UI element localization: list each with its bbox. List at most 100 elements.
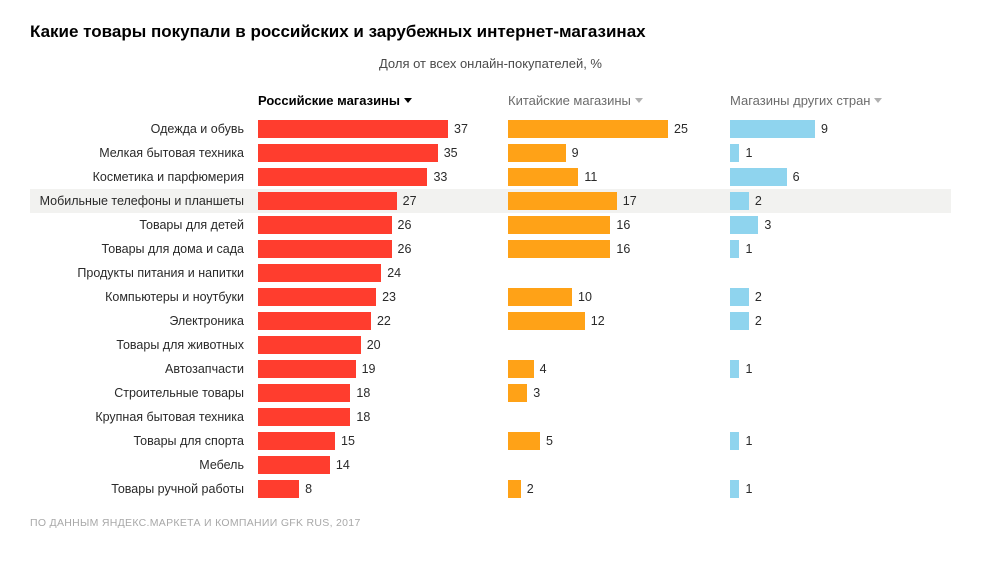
bar-value: 20 [367, 338, 381, 352]
bar-value: 16 [616, 242, 630, 256]
bar [258, 312, 371, 330]
table-row: Крупная бытовая техника 18 [30, 405, 951, 429]
category-label: Мобильные телефоны и планшеты [30, 194, 258, 208]
bar-cell [730, 261, 940, 285]
bar-cell: 8 [258, 477, 508, 501]
bar [258, 288, 376, 306]
bar-value: 5 [546, 434, 553, 448]
bar [508, 144, 566, 162]
category-label: Мелкая бытовая техника [30, 146, 258, 160]
category-label: Строительные товары [30, 386, 258, 400]
col-header-chinese[interactable]: Китайские магазины [508, 93, 730, 108]
bar-cell [508, 405, 730, 429]
bar-cell: 18 [258, 381, 508, 405]
table-row: Компьютеры и ноутбуки23102 [30, 285, 951, 309]
bar-value: 1 [745, 482, 752, 496]
table-row: Автозапчасти1941 [30, 357, 951, 381]
chevron-down-icon [874, 98, 882, 103]
bar [508, 360, 534, 378]
bar [508, 168, 578, 186]
table-row: Товары для дома и сада26161 [30, 237, 951, 261]
bar-chart: Российские магазины Китайские магазины М… [30, 87, 951, 501]
chart-rows: Одежда и обувь37259Мелкая бытовая техник… [30, 117, 951, 501]
chart-subtitle: Доля от всех онлайн-покупателей, % [30, 56, 951, 71]
bar [258, 456, 330, 474]
bar [508, 120, 668, 138]
bar-value: 19 [362, 362, 376, 376]
bar-cell: 17 [508, 189, 730, 213]
col-header-russian[interactable]: Российские магазины [258, 93, 508, 108]
category-label: Товары для животных [30, 338, 258, 352]
bar-cell: 16 [508, 237, 730, 261]
bar-value: 10 [578, 290, 592, 304]
table-row: Мобильные телефоны и планшеты27172 [30, 189, 951, 213]
bar-cell [730, 381, 940, 405]
bar-cell: 14 [258, 453, 508, 477]
bar-value: 3 [533, 386, 540, 400]
bar-value: 9 [572, 146, 579, 160]
bar [730, 480, 739, 498]
bar-cell: 1 [730, 141, 940, 165]
bar [730, 192, 749, 210]
bar-cell: 1 [730, 477, 940, 501]
category-label: Товары ручной работы [30, 482, 258, 496]
bar-cell: 3 [730, 213, 940, 237]
bar-cell: 9 [508, 141, 730, 165]
category-label: Товары для спорта [30, 434, 258, 448]
bar-value: 24 [387, 266, 401, 280]
bar-cell: 12 [508, 309, 730, 333]
chevron-down-icon [404, 98, 412, 103]
bar-value: 6 [793, 170, 800, 184]
table-row: Мелкая бытовая техника 35 9 1 [30, 141, 951, 165]
bar [258, 120, 448, 138]
category-label: Одежда и обувь [30, 122, 258, 136]
bar [258, 144, 438, 162]
bar [258, 360, 356, 378]
bar-cell [730, 333, 940, 357]
bar-value: 1 [745, 146, 752, 160]
bar [730, 432, 739, 450]
bar-cell: 1 [730, 237, 940, 261]
table-row: Электроника22122 [30, 309, 951, 333]
bar-cell: 26 [258, 237, 508, 261]
bar-cell: 26 [258, 213, 508, 237]
bar-cell: 24 [258, 261, 508, 285]
bar [508, 312, 585, 330]
bar [508, 192, 617, 210]
bar [508, 480, 521, 498]
bar-cell: 9 [730, 117, 940, 141]
table-row: Одежда и обувь37259 [30, 117, 951, 141]
table-row: Косметика и парфюмерия33116 [30, 165, 951, 189]
category-label: Товары для детей [30, 218, 258, 232]
bar-value: 35 [444, 146, 458, 160]
bar [258, 192, 397, 210]
bar-value: 14 [336, 458, 350, 472]
table-row: Товары для спорта1551 [30, 429, 951, 453]
bar-value: 18 [356, 410, 370, 424]
bar-value: 17 [623, 194, 637, 208]
category-label: Косметика и парфюмерия [30, 170, 258, 184]
bar-value: 23 [382, 290, 396, 304]
bar-cell: 4 [508, 357, 730, 381]
bar-value: 11 [584, 170, 597, 184]
bar-value: 2 [755, 314, 762, 328]
bar-value: 2 [755, 290, 762, 304]
col-header-other[interactable]: Магазины других стран [730, 93, 940, 108]
bar [258, 480, 299, 498]
bar [730, 144, 739, 162]
category-label: Крупная бытовая техника [30, 410, 258, 424]
col-header-label: Российские магазины [258, 93, 400, 108]
table-row: Строительные товары 18 3 [30, 381, 951, 405]
table-row: Продукты питания и напитки24 [30, 261, 951, 285]
category-label: Автозапчасти [30, 362, 258, 376]
bar-value: 18 [356, 386, 370, 400]
bar-value: 16 [616, 218, 630, 232]
bar-value: 37 [454, 122, 468, 136]
col-header-label: Магазины других стран [730, 93, 870, 108]
bar [258, 216, 392, 234]
chart-footer: ПО ДАННЫМ ЯНДЕКС.МАРКЕТА И КОМПАНИИ GFK … [30, 517, 951, 529]
bar [508, 384, 527, 402]
bar-cell: 22 [258, 309, 508, 333]
bar [730, 168, 787, 186]
bar [258, 240, 392, 258]
